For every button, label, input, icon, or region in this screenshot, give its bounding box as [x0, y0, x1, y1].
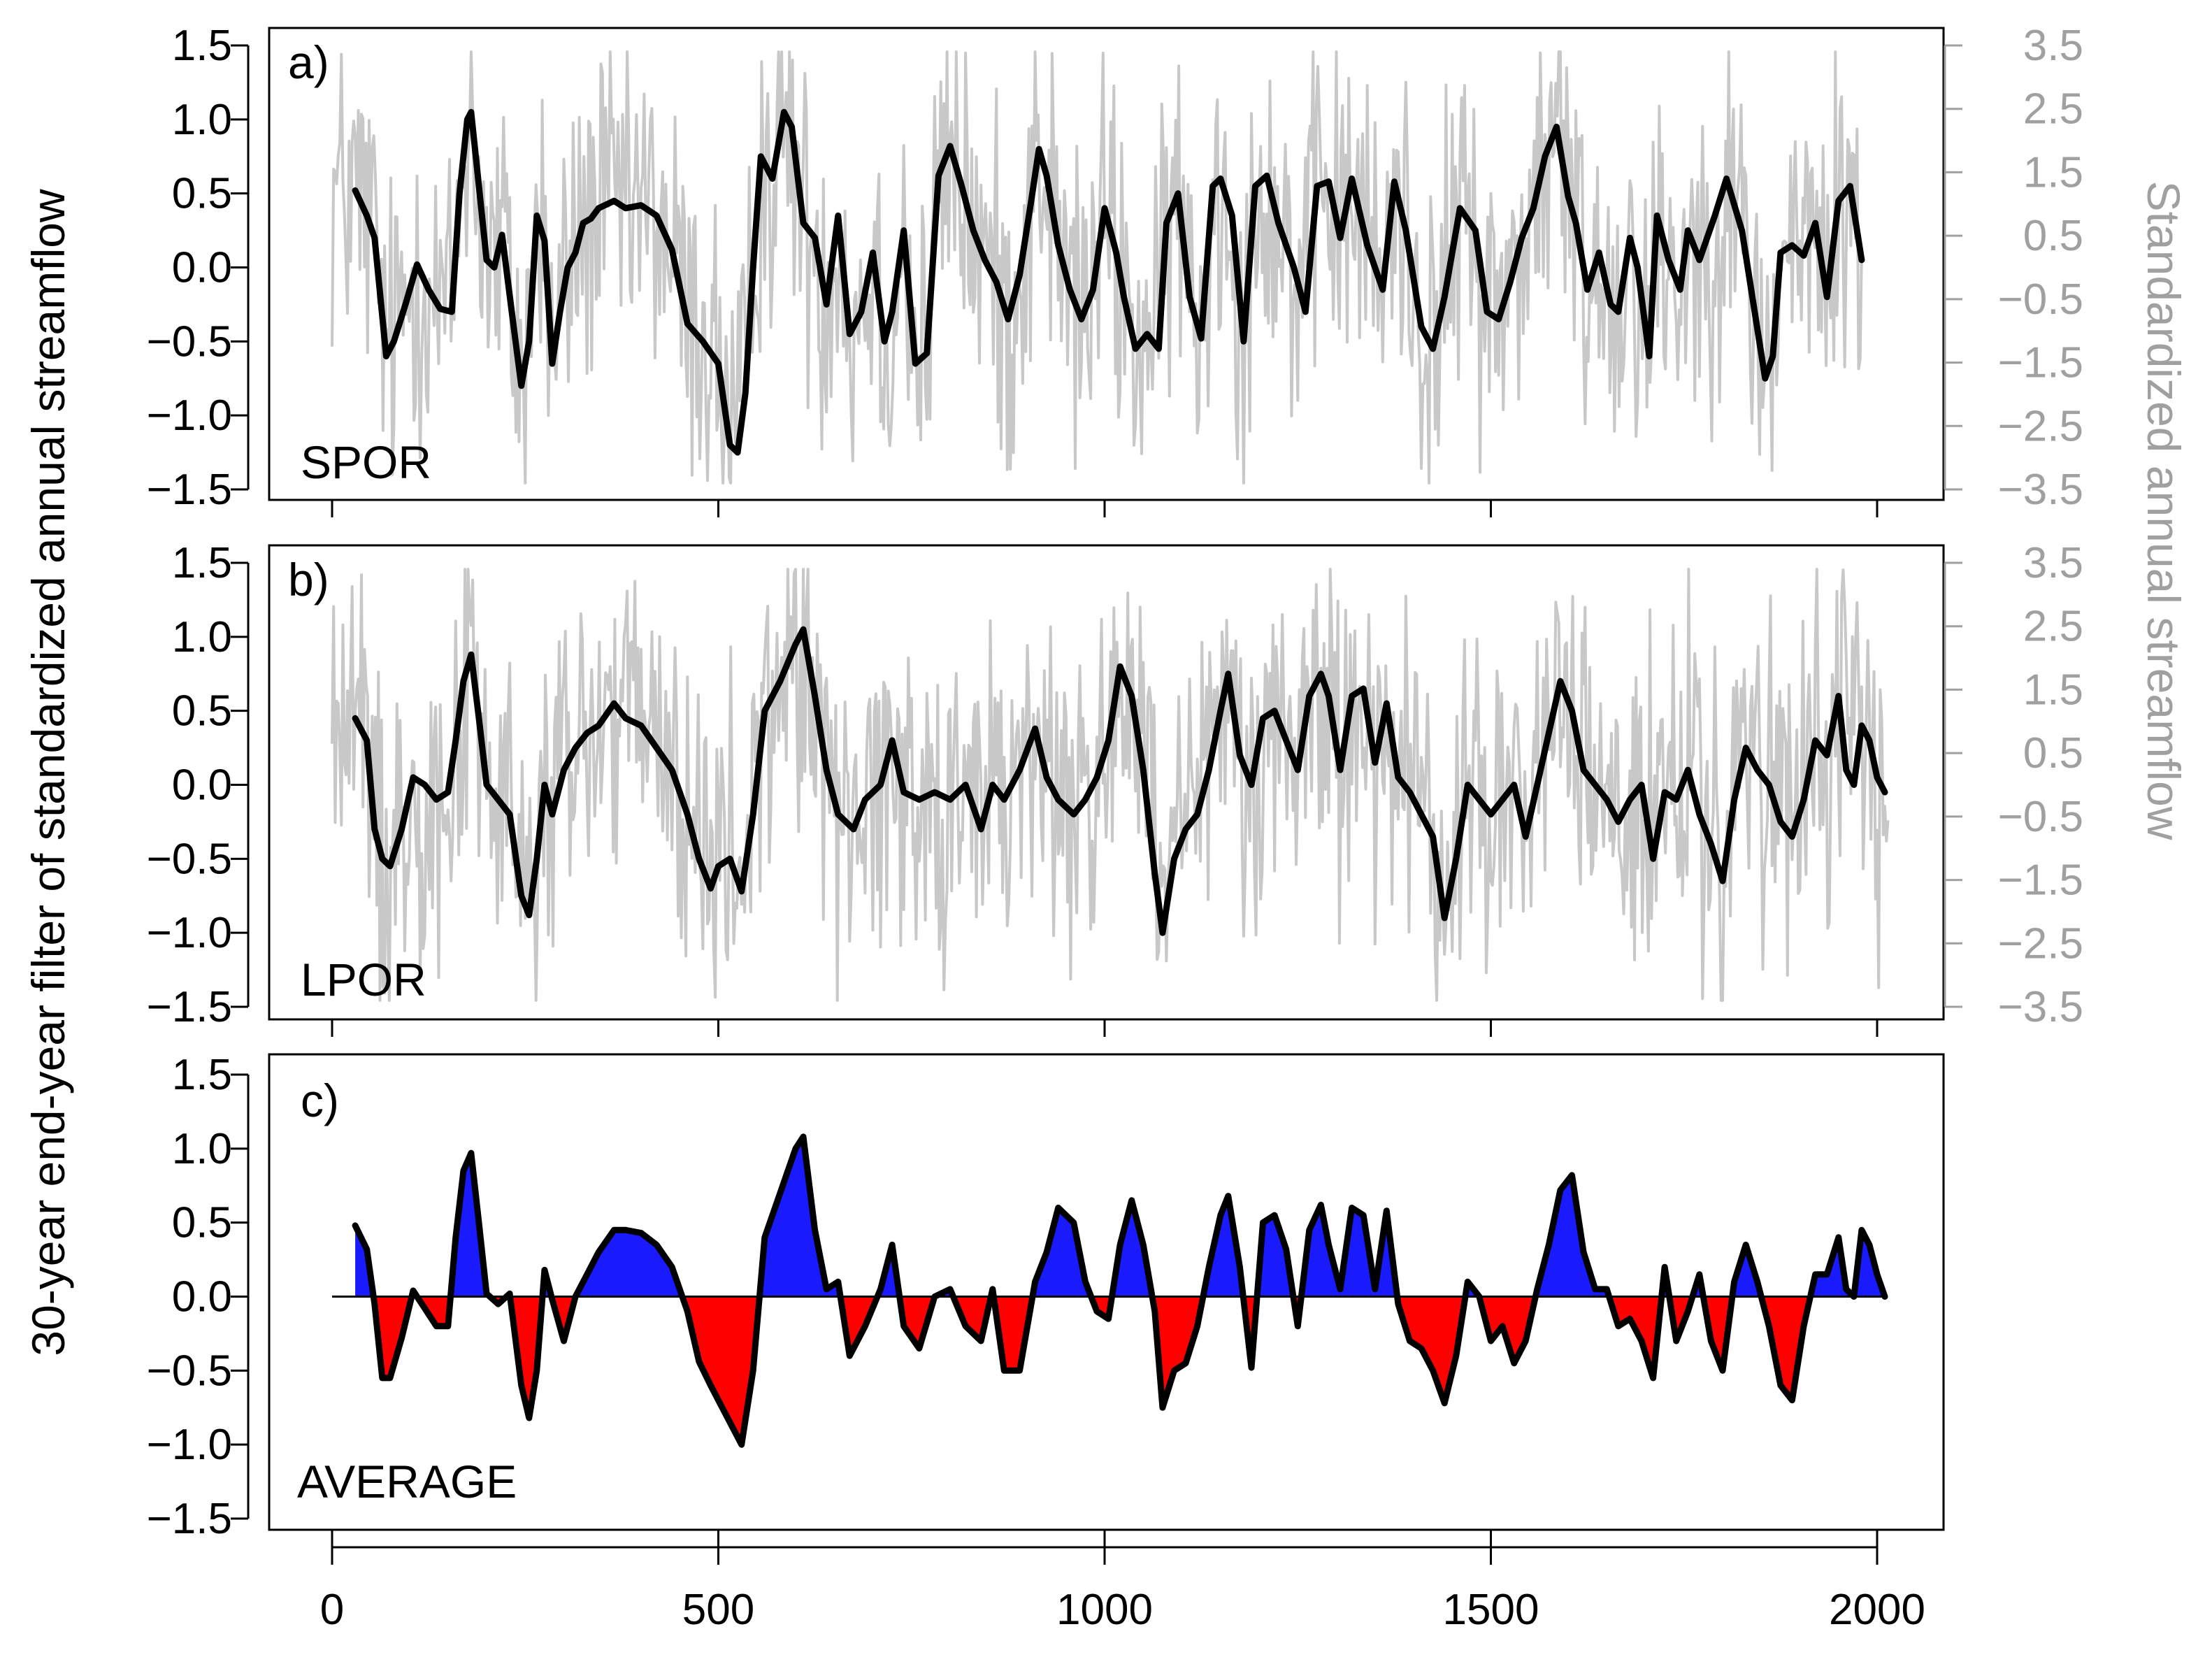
- panel-b-right-tick-label: 3.5: [2023, 539, 2083, 587]
- panel-c-x-tick-label: 500: [682, 1586, 754, 1634]
- panel-a-left-tick-label: 0.0: [172, 244, 232, 292]
- panel-c-left-tick-label: −1.5: [147, 1495, 232, 1543]
- panel-c-positive-area: [355, 1136, 1885, 1297]
- panel-b-left-tick-label: −1.0: [147, 909, 232, 957]
- panel-c-left-tick-label: 0.0: [172, 1273, 232, 1321]
- panel-b-left-tick-label: 0.5: [172, 687, 232, 736]
- panel-b-right-tick-label: −0.5: [1998, 793, 2083, 841]
- panel-b-left-tick-label: −0.5: [147, 835, 232, 883]
- panel-a-right-tick-label: 0.5: [2023, 212, 2083, 260]
- panel-b-right-tick-label: 1.5: [2023, 666, 2083, 714]
- panel-b-left-tick-label: −1.5: [147, 983, 232, 1031]
- panel-b-filtered-series-line: [352, 626, 1888, 936]
- panel-a-filtered-series-line: [352, 108, 1865, 456]
- panel-a-left-tick-label: 1.0: [172, 96, 232, 144]
- panel-a-right-tick-label: 1.5: [2023, 148, 2083, 196]
- panel-a-left-tick-label: −1.5: [147, 466, 232, 514]
- panel-b-annual-series-line: [331, 568, 1890, 1002]
- panel-b-left-tick-label: 0.0: [172, 761, 232, 810]
- panel-c-filtered-series-line: [352, 1133, 1888, 1448]
- panel-c-x-tick-label: 1000: [1056, 1586, 1153, 1634]
- panel-a-right-tick-label: −0.5: [1998, 275, 2083, 324]
- panel-c-label: c): [301, 1075, 339, 1126]
- panel-b-left-tick-label: 1.0: [172, 613, 232, 661]
- panel-b-right-tick-label: −2.5: [1998, 919, 2083, 968]
- panel-c-left-tick-label: 0.5: [172, 1199, 232, 1247]
- panel-b-frame: [268, 544, 1945, 1021]
- panel-c-x-tick-label: 0: [320, 1586, 344, 1634]
- panel-c-x-tick-label: 2000: [1829, 1586, 1925, 1634]
- right-axis-title: Standardized annual streamflow: [2138, 181, 2190, 840]
- panel-a-right-tick-label: 2.5: [2023, 85, 2083, 134]
- panel-a-left-tick-label: −0.5: [147, 317, 232, 366]
- panel-b-right-tick-label: 2.5: [2023, 603, 2083, 651]
- left-axis-title: 30-year end-year filter of standardized …: [22, 189, 74, 1356]
- panel-a: 1.5 1.0 0.5 0.0 −0.5 −1.0 −1.5 3.5 2.5 1.5 0.5 −0.5…: [147, 22, 2083, 517]
- panel-b-right-tick-label: −3.5: [1998, 983, 2083, 1031]
- panel-b-site-label: LPOR: [301, 954, 426, 1005]
- panel-b-right-tick-label: 0.5: [2023, 729, 2083, 777]
- panel-c-left-tick-label: 1.5: [172, 1051, 232, 1099]
- panel-b-label: b): [288, 554, 329, 605]
- panel-c-frame: [268, 1053, 1945, 1531]
- panel-a-label: a): [288, 36, 329, 88]
- panel-a-site-label: SPOR: [301, 436, 431, 488]
- panel-c-x-tick-label: 1500: [1443, 1586, 1539, 1634]
- panel-a-right-tick-label: −3.5: [1998, 466, 2083, 514]
- panel-a-right-tick-label: −1.5: [1998, 339, 2083, 387]
- panel-c-negative-area: [355, 1296, 1885, 1445]
- panel-b: 1.5 1.0 0.5 0.0 −0.5 −1.0 −1.5 3.5 2.5 1.5 0.5 −0.5…: [147, 539, 2083, 1037]
- panel-a-left-tick-label: 0.5: [172, 170, 232, 218]
- panel-a-right-tick-label: 3.5: [2023, 22, 2083, 70]
- panel-c-left-tick-label: −0.5: [147, 1347, 232, 1395]
- panel-b-right-tick-label: −1.5: [1998, 856, 2083, 905]
- panel-c-left-tick-label: 1.0: [172, 1125, 232, 1173]
- panel-c-left-tick-label: −1.0: [147, 1421, 232, 1469]
- panel-c-site-label: AVERAGE: [297, 1456, 517, 1507]
- panel-a-right-tick-label: −2.5: [1998, 402, 2083, 450]
- panel-b-left-tick-label: 1.5: [172, 539, 232, 587]
- panel-a-frame: [268, 27, 1945, 501]
- panel-a-left-tick-label: 1.5: [172, 22, 232, 70]
- panel-c: 1.5 1.0 0.5 0.0 −0.5 −1.0 −1.5 0 500 1000 1500 2000…: [147, 1051, 1945, 1634]
- panel-a-left-tick-label: −1.0: [147, 392, 232, 440]
